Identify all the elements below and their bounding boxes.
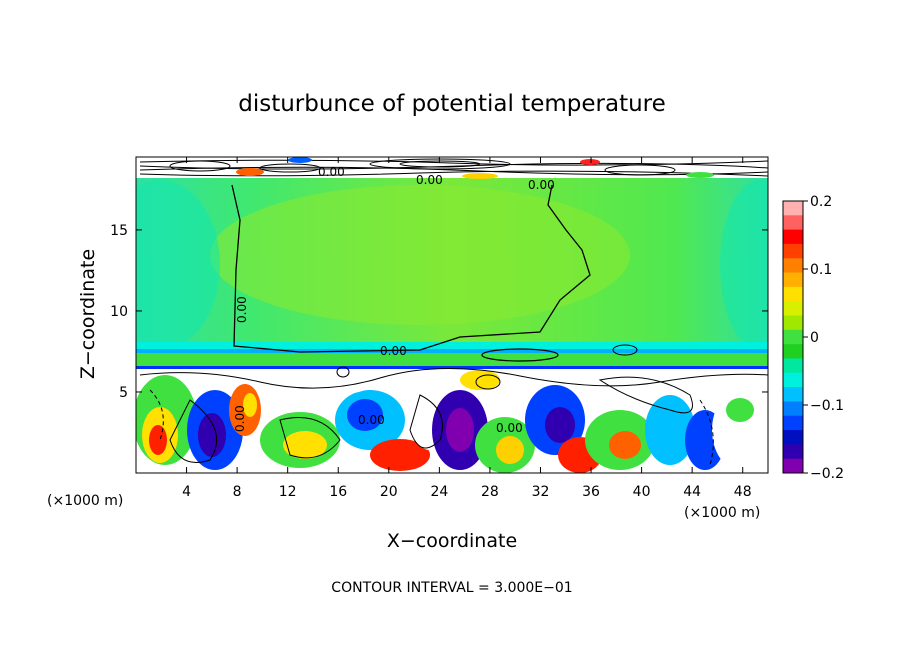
zero-contour-main [231, 184, 591, 353]
colorbar [783, 201, 803, 474]
band-blue [136, 349, 768, 353]
band-dark-blue [136, 366, 768, 369]
upper-left-field [136, 180, 220, 350]
contour-label: 0.00 [318, 165, 345, 179]
contour-label: 0.00 [528, 178, 555, 192]
x-tick-label: 12 [279, 484, 297, 500]
colorbar-swatch [783, 372, 803, 388]
contour-label: 0.00 [416, 173, 443, 187]
colorbar-tick-label: 0 [810, 330, 819, 346]
x-tick-label: 44 [683, 484, 701, 500]
top-strip-contours [139, 158, 768, 177]
x-unit-right: (×1000 m) [684, 505, 760, 521]
colorbar-swatch [783, 415, 803, 431]
colorbar-swatch [783, 315, 803, 331]
upper-right-field [720, 180, 768, 350]
y-tick-label: 5 [119, 385, 128, 401]
colorbar-swatch [783, 201, 803, 216]
contour-label: 0.00 [235, 296, 249, 323]
colorbar-swatch [783, 344, 803, 359]
colorbar-swatch [783, 286, 803, 302]
x-tick-label: 36 [582, 484, 600, 500]
y-axis-label: Z−coordinate [77, 249, 99, 379]
contour-interval-note: CONTOUR INTERVAL = 3.000E−01 [331, 580, 572, 596]
top-strip-colors [236, 157, 714, 179]
x-tick-label: 32 [532, 484, 550, 500]
colorbar-swatch [783, 301, 803, 317]
x-axis-ticks: 4 8 12 16 20 24 28 32 36 40 44 48 [182, 157, 752, 500]
colorbar-tick-label: −0.2 [810, 466, 844, 482]
colorbar-swatch [783, 401, 803, 417]
x-tick-label: 8 [233, 484, 242, 500]
y-axis-ticks: 5 10 15 [110, 223, 768, 401]
band-green [136, 353, 768, 367]
upper-core-field [210, 185, 630, 325]
contour-label: 0.00 [496, 421, 523, 435]
colorbar-swatch [783, 229, 803, 245]
colorbar-swatch [783, 329, 803, 345]
colorbar-tick-label: 0.1 [810, 262, 832, 278]
x-axis-label: X−coordinate [387, 530, 517, 552]
colorbar-swatch [783, 215, 803, 231]
colorbar-swatch [783, 430, 803, 445]
y-tick-label: 15 [110, 223, 128, 239]
x-tick-label: 16 [329, 484, 347, 500]
colorbar-swatch [783, 387, 803, 402]
colorbar-swatch [783, 458, 803, 474]
lower-turbulence [136, 370, 768, 473]
x-unit-left: (×1000 m) [47, 493, 123, 509]
colorbar-swatch [783, 444, 803, 460]
contour-label: 0.00 [380, 344, 407, 358]
plot-area [136, 157, 768, 473]
x-tick-label: 48 [734, 484, 752, 500]
x-tick-label: 24 [430, 484, 448, 500]
chart-title: disturbunce of potential temperature [238, 91, 666, 117]
contour-label: 0.00 [233, 405, 247, 432]
x-tick-label: 4 [182, 484, 191, 500]
colorbar-tick-label: 0.2 [810, 194, 832, 210]
contour-label-group: 0.00 0.00 0.00 0.00 0.00 0.00 0.00 0.00 [233, 165, 555, 435]
colorbar-swatch [783, 243, 803, 259]
colorbar-swatch [783, 358, 803, 374]
plot-frame [135, 156, 769, 474]
x-tick-label: 20 [380, 484, 398, 500]
colorbar-tick-label: −0.1 [810, 398, 844, 414]
colorbar-swatch [783, 272, 803, 288]
zero-contour-loop [481, 348, 559, 362]
contour-label: 0.00 [358, 413, 385, 427]
lower-contours [139, 344, 768, 466]
colorbar-ticks: 0.2 0.1 0 −0.1 −0.2 [803, 194, 844, 482]
x-tick-label: 28 [481, 484, 499, 500]
x-tick-label: 40 [633, 484, 651, 500]
band-cyan [136, 342, 768, 352]
colorbar-swatch [783, 258, 803, 274]
y-tick-label: 10 [110, 304, 128, 320]
